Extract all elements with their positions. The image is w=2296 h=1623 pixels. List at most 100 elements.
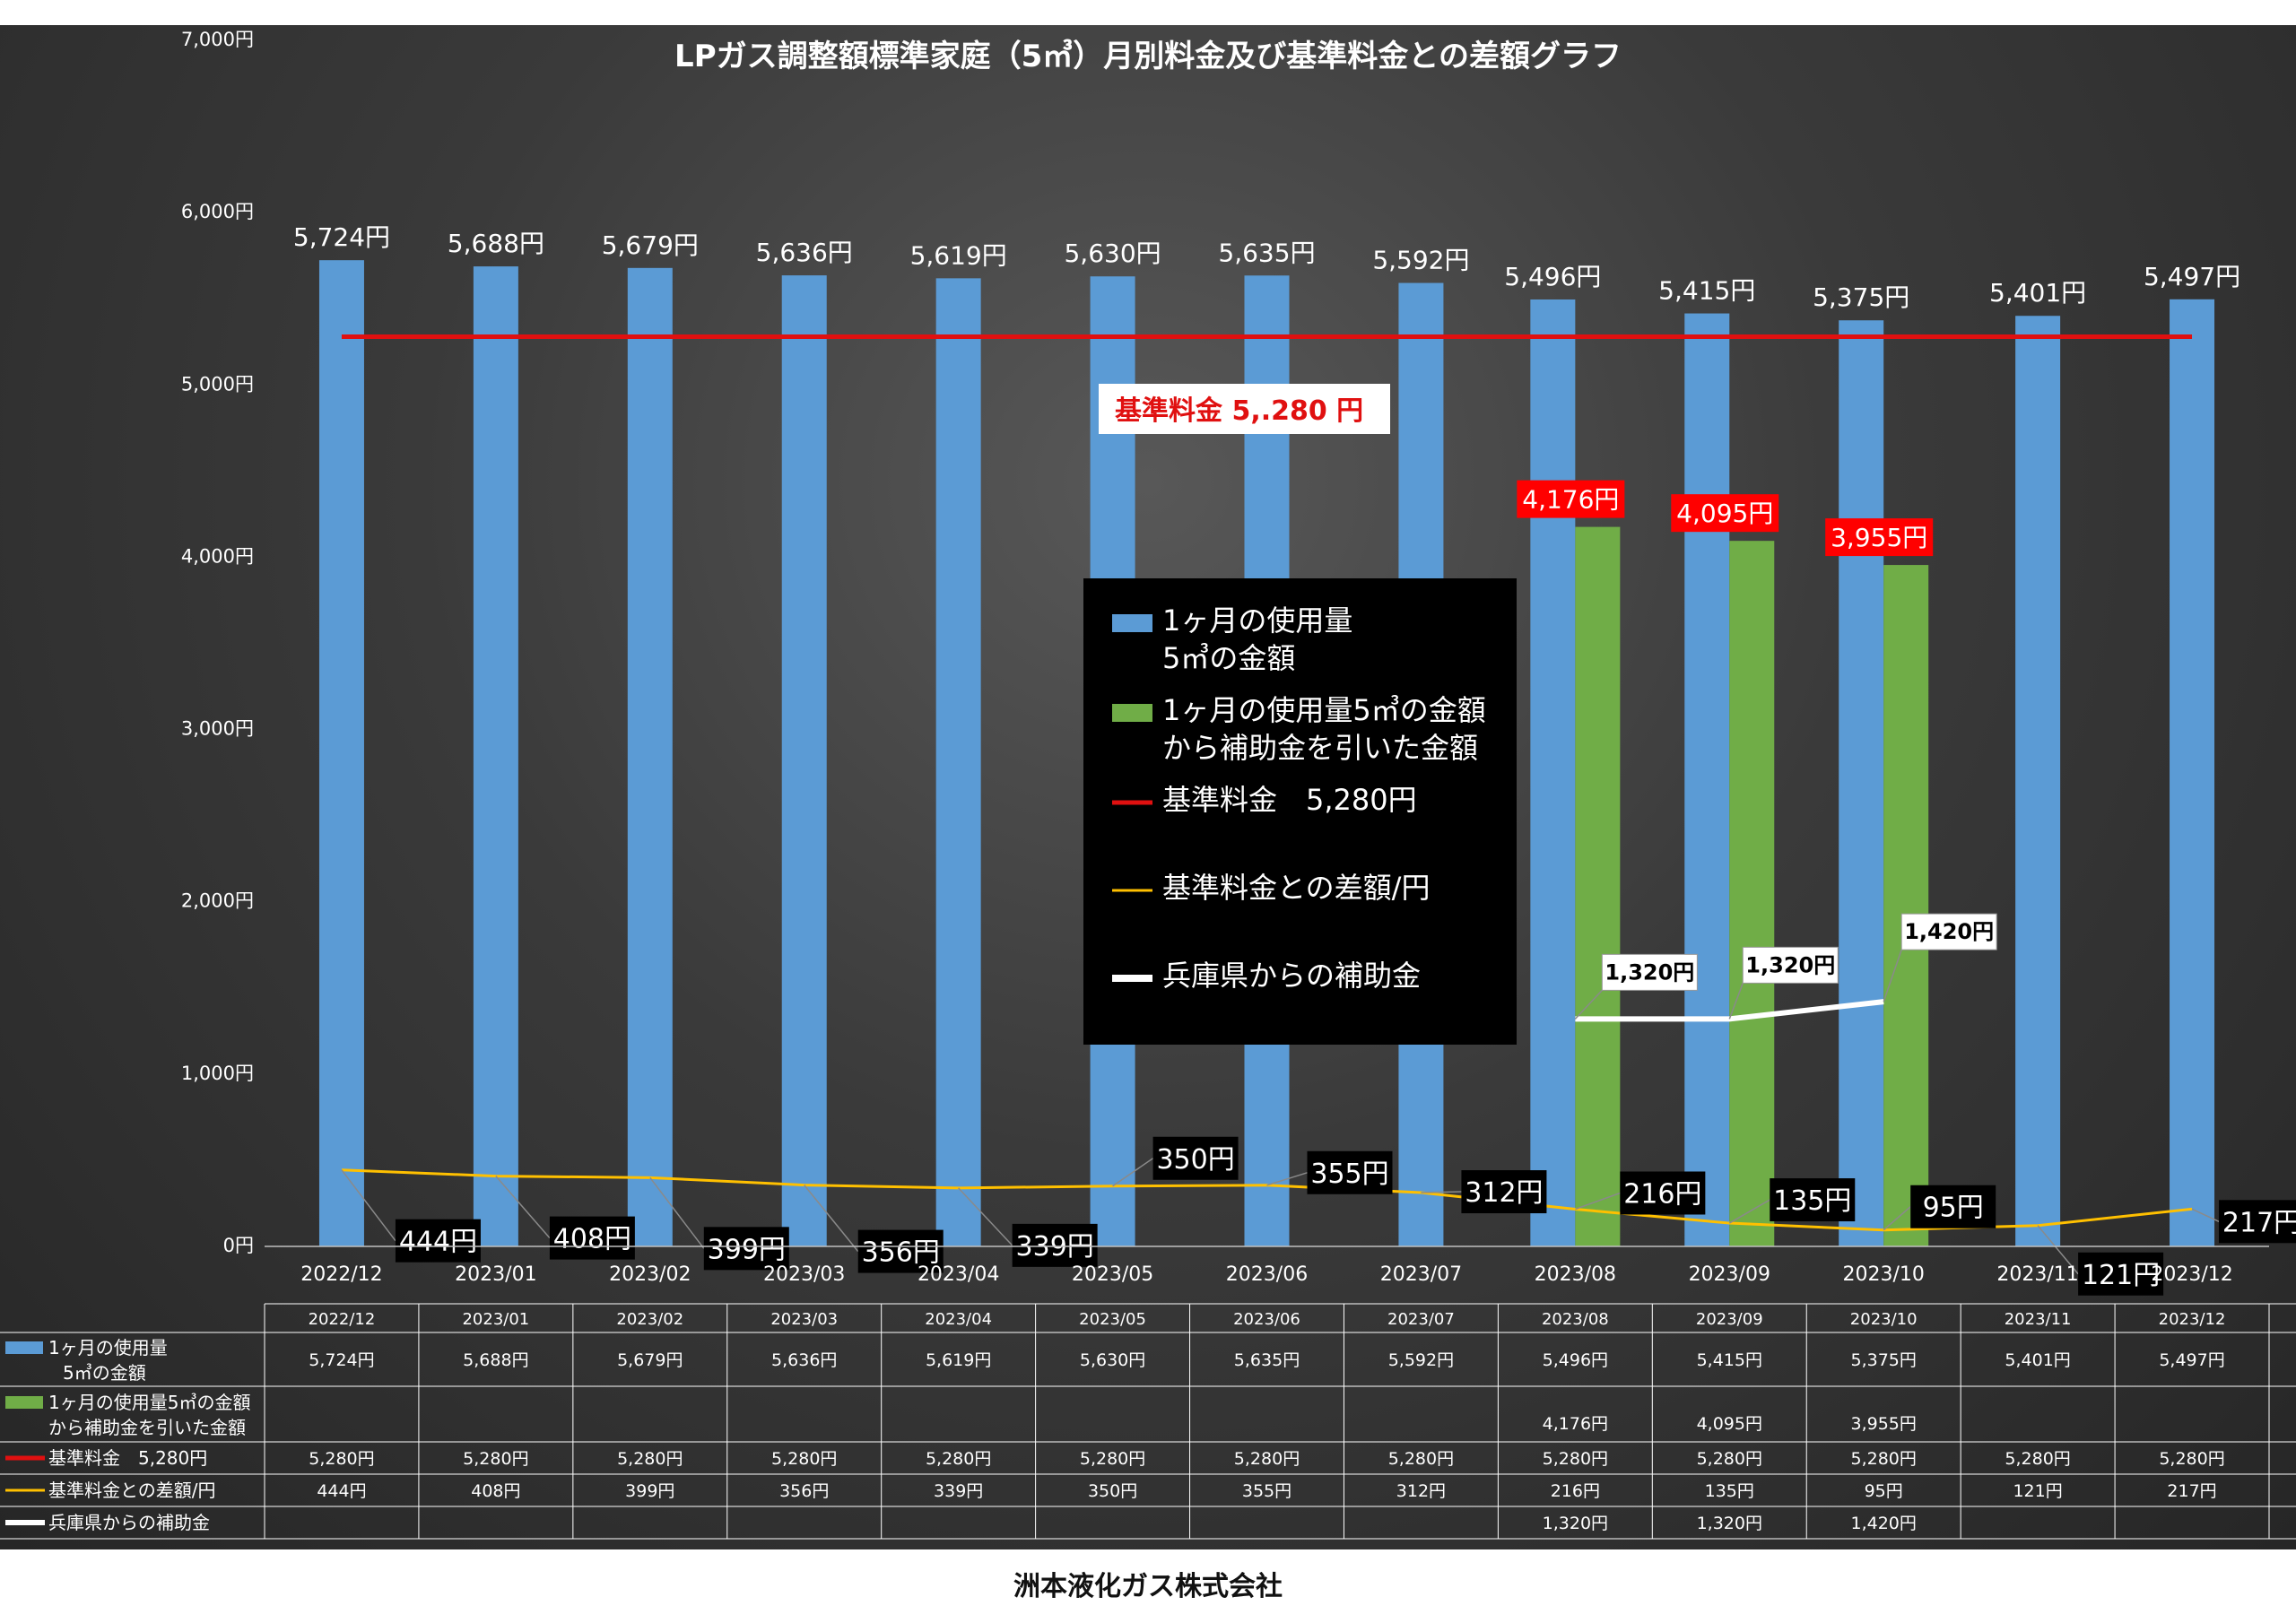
data-label-subsidy: 1,420円 [1904,919,1994,944]
y-tick-label: 2,000円 [181,890,254,912]
data-label-box [1307,1150,1393,1194]
table-cell: 4,176円 [1543,1414,1608,1434]
data-label-base-price: 5,375円 [1813,282,1909,312]
data-label-base-price: 5,496円 [1504,262,1601,291]
data-label-base-price: 5,688円 [448,229,544,258]
data-label-box [1671,494,1779,533]
data-label-difference: 444円 [399,1227,477,1258]
table-cell: 399円 [625,1481,674,1501]
table-cell: 5,724円 [309,1350,374,1370]
y-tick-label: 5,000円 [181,373,254,395]
table-header-cell: 2023/10 [1850,1310,1918,1329]
table-cell: 5,280円 [463,1449,528,1469]
leader-line [804,1185,859,1253]
table-cell: 217円 [2167,1481,2216,1501]
leader-line [2191,1208,2220,1222]
table-cell: 216円 [1551,1481,1600,1501]
table-cell: 5,280円 [1850,1449,1916,1469]
legend-label: 兵庫県からの補助金 [1162,959,1421,993]
table-cell: 5,592円 [1388,1350,1454,1370]
table-cell: 135円 [1705,1481,1754,1501]
table-cell: 5,679円 [617,1350,683,1370]
data-label-subsidy: 1,320円 [1745,952,1835,977]
table-cell: 5,280円 [1697,1449,1762,1469]
table-header-cell: 2023/01 [462,1310,529,1329]
data-label-base-price: 5,592円 [1372,246,1469,275]
y-tick-label: 7,000円 [181,29,254,50]
table-header-cell: 2023/02 [616,1310,683,1329]
leader-line [2037,1225,2079,1275]
legend-label: 5㎥の金額 [1162,641,1295,675]
data-label-base-price: 5,636円 [756,238,853,267]
table-cell: 5,496円 [1543,1350,1608,1370]
x-tick-label: 2022/12 [300,1263,382,1286]
table-row-label: 1ヶ月の使用量 [48,1337,168,1358]
data-label-box [1517,480,1625,518]
y-tick-label: 3,000円 [181,718,254,740]
chart-title: LPガス調整額標準家庭（5㎥）月別料金及び基準料金との差額グラフ [674,39,1622,74]
data-label-difference: 350円 [1156,1144,1234,1176]
leader-line [1421,1191,1462,1193]
table-header-cell: 2023/04 [925,1310,992,1329]
table-header-cell: 2023/05 [1079,1310,1146,1329]
leader-line [1266,1172,1308,1186]
bars [318,260,2215,1247]
data-label-difference: 217円 [2222,1207,2296,1238]
table-header-cell: 2023/08 [1542,1310,1609,1329]
data-label-difference: 95円 [1923,1193,1984,1224]
table-header-cell: 2023/06 [1233,1310,1300,1329]
bar-subsidized-price [1575,526,1621,1246]
x-tick-label: 2023/09 [1689,1263,1770,1286]
data-label-difference: 356円 [862,1237,940,1269]
chart-svg: LPガス調整額標準家庭（5㎥）月別料金及び基準料金との差額グラフ 0円 1,000… [0,29,2296,1540]
table-header-cell: 2022/12 [309,1310,376,1329]
company-name: 洲本液化ガス株式会社 [1013,1571,1283,1602]
legend-label: 1ヶ月の使用量5㎥の金額 [1162,693,1486,727]
table-cell: 5,619円 [926,1350,991,1370]
data-label-box [1152,1136,1239,1180]
legend-label: 1ヶ月の使用量 [1162,603,1352,638]
x-tick-label: 2023/06 [1226,1263,1308,1286]
table-cell: 5,280円 [2005,1449,2070,1469]
data-label-box [1770,1178,1856,1222]
table-cell: 1,320円 [1543,1514,1608,1533]
data-label-box [549,1216,635,1260]
table-cell: 5,635円 [1234,1350,1300,1370]
bar-base-price [2015,316,2061,1246]
x-tick-label: 2023/10 [1842,1263,1924,1286]
data-label-box [1620,1171,1706,1215]
data-label-base-price: 5,724円 [293,222,390,252]
table-row-swatch [5,1341,43,1354]
data-label-box [1742,946,1839,984]
data-label-base-price: 5,497円 [2144,262,2240,291]
data-label-difference: 121円 [2082,1260,2160,1291]
data-label-difference: 399円 [708,1234,786,1265]
table-header-cell: 2023/07 [1387,1310,1455,1329]
table-cell: 5,280円 [309,1449,374,1469]
data-label-box [1012,1223,1098,1267]
y-tick-label: 0円 [223,1235,254,1256]
bar-base-price [318,260,364,1246]
data-label-subsidized-price: 3,955円 [1831,523,1927,552]
bar-base-price [473,266,518,1246]
table-cell: 5,280円 [1080,1449,1145,1469]
data-label-base-price: 5,679円 [602,230,699,260]
table-cell: 312円 [1396,1481,1446,1501]
legend-label: 基準料金 5,280円 [1162,783,1417,817]
x-tick-label: 2023/02 [609,1263,691,1286]
table-cell: 5,497円 [2159,1350,2224,1370]
table-cell: 121円 [2013,1481,2062,1501]
bar-base-price [781,275,827,1246]
y-tick-label: 6,000円 [181,201,254,222]
data-label-box [395,1219,481,1263]
table-row-label: 5㎥の金額 [63,1362,146,1384]
data-label-difference: 408円 [553,1224,631,1255]
table-cell: 5,415円 [1697,1350,1762,1370]
table-row-label: から補助金を引いた金額 [48,1417,246,1438]
x-tick-label: 2023/04 [918,1263,999,1286]
leader-line [1575,1192,1621,1211]
table-header-cell: 2023/03 [770,1310,838,1329]
x-tick-label: 2023/03 [763,1263,845,1286]
data-label-box [857,1229,944,1273]
data-label-difference: 135円 [1773,1185,1851,1217]
